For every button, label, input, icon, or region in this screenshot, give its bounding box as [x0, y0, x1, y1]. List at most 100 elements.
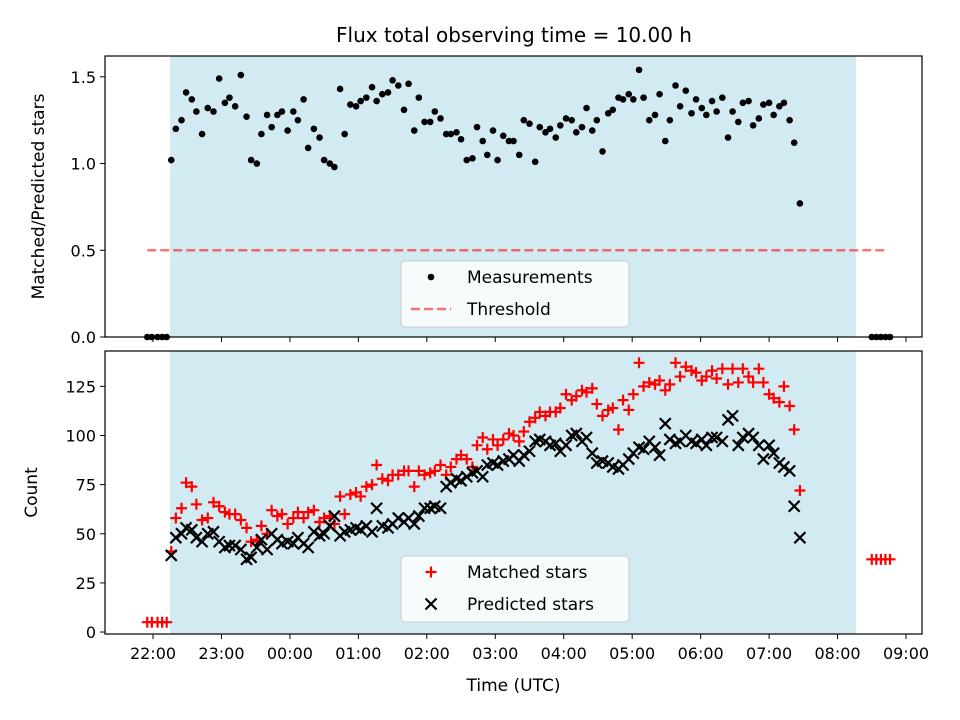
measurement-point — [410, 127, 418, 134]
measurement-point — [304, 144, 312, 152]
measurement-point — [215, 75, 223, 82]
measurement-point — [182, 89, 190, 96]
measurement-point — [253, 160, 261, 167]
matched-star-point — [180, 477, 192, 489]
measurement-point — [290, 108, 297, 115]
measurement-point — [463, 156, 471, 164]
predicted-star-point — [736, 431, 750, 444]
measurement-point — [300, 96, 307, 103]
matched-star-point — [266, 504, 278, 516]
matched-star-point — [597, 410, 609, 422]
measurement-point — [672, 82, 679, 89]
y-axis-label: Count — [22, 467, 42, 518]
predicted-star-point — [777, 460, 791, 474]
matched-star-point — [524, 416, 535, 428]
measurement-point — [724, 134, 732, 141]
matched-star-point — [235, 514, 247, 526]
matched-star-point — [366, 479, 378, 491]
measurement-point — [786, 116, 793, 124]
matched-star-point — [612, 424, 624, 436]
y-tick-label: 0 — [86, 623, 96, 642]
measurement-point — [453, 129, 460, 136]
matched-star-point — [757, 376, 769, 388]
matched-star-point — [445, 461, 457, 473]
matched-star-point — [778, 380, 790, 392]
matched-star-point — [255, 520, 267, 532]
matched-star-point — [339, 508, 351, 520]
measurement-point — [593, 116, 601, 124]
measurement-point — [780, 99, 788, 107]
measurement-point — [557, 122, 564, 129]
axes-frame — [104, 350, 923, 635]
matched-star-point — [170, 512, 182, 524]
predicted-star-point — [185, 523, 199, 537]
measurement-point — [336, 85, 344, 93]
predicted-star-point — [523, 444, 536, 458]
predicted-star-point — [365, 525, 379, 539]
measurement-point — [531, 158, 539, 166]
matched-star-point — [376, 473, 388, 485]
predicted-star-point — [460, 470, 474, 484]
predicted-star-point — [787, 499, 801, 513]
measurement-point — [310, 125, 318, 133]
predicted-star-point — [689, 437, 703, 450]
matched-star-point — [560, 388, 572, 400]
matched-star-point — [241, 522, 253, 534]
measurement-point — [368, 83, 376, 91]
measurement-point — [363, 94, 370, 101]
measurement-point — [479, 137, 487, 145]
matched-star-point — [186, 481, 198, 493]
measurement-point — [749, 122, 757, 129]
measurement-point — [494, 156, 501, 164]
measurement-point — [316, 134, 323, 141]
predicted-star-point — [757, 452, 770, 466]
matched-star-point — [670, 357, 682, 369]
matched-star-point — [586, 382, 598, 394]
matched-star-point — [382, 475, 394, 487]
matched-star-point — [627, 388, 639, 400]
matched-star-point — [674, 371, 686, 383]
measurement-point — [294, 116, 302, 124]
matched-star-point — [768, 392, 780, 404]
measurement-point — [599, 148, 606, 155]
matched-star-point — [706, 365, 718, 377]
measurement-point — [552, 134, 560, 141]
legend-marker-matched — [425, 566, 437, 578]
matched-star-point — [213, 500, 225, 512]
predicted-star-point — [783, 464, 796, 478]
measurement-point — [400, 106, 408, 114]
matched-star-point — [207, 496, 219, 508]
matched-star-point — [487, 433, 499, 445]
predicted-star-point — [710, 431, 723, 444]
measurement-point — [221, 99, 229, 107]
predicted-star-point — [454, 474, 468, 487]
matched-star-point — [753, 363, 765, 375]
y-tick-label: 0.5 — [71, 241, 96, 260]
legend-label: Threshold — [466, 300, 551, 320]
predicted-star-point — [517, 448, 531, 462]
measurement-point — [645, 116, 653, 124]
matched-star-point — [747, 376, 759, 388]
predicted-star-point — [752, 439, 766, 452]
predicted-star-point — [207, 525, 220, 539]
matched-star-point — [403, 465, 415, 477]
x-tick-label: 03:00 — [472, 644, 518, 663]
predicted-star-point — [559, 439, 573, 452]
matched-star-point — [276, 508, 288, 520]
measurement-point — [776, 103, 783, 110]
matched-star-point — [392, 469, 404, 481]
predicted-star-point — [716, 435, 729, 448]
measurement-point — [483, 151, 491, 159]
matched-star-point — [161, 616, 173, 628]
measurement-point — [274, 111, 281, 119]
measurement-point — [258, 130, 265, 138]
predicted-star-point — [793, 531, 807, 544]
matched-star-point — [245, 536, 257, 548]
y-tick-label: 75 — [76, 476, 96, 495]
matched-star-point — [229, 508, 241, 520]
matched-star-point — [302, 506, 314, 518]
measurement-point — [770, 111, 777, 119]
x-tick-label: 04:00 — [541, 644, 587, 663]
measurement-point — [352, 103, 360, 110]
